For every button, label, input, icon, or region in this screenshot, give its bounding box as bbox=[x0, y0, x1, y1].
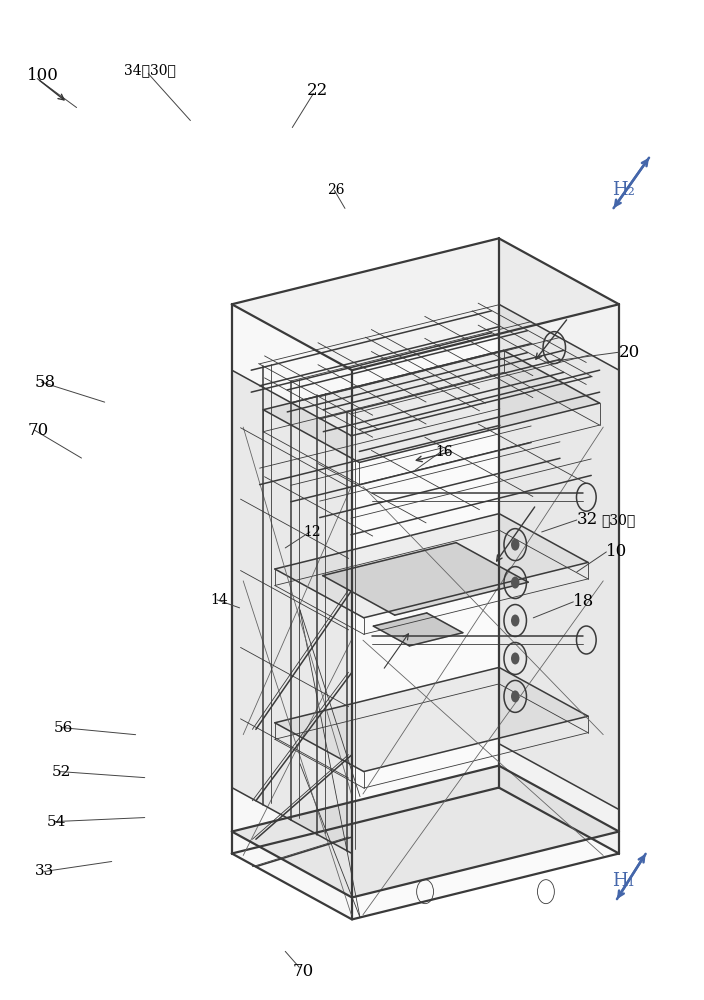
Text: 70: 70 bbox=[27, 422, 49, 439]
Circle shape bbox=[511, 690, 520, 702]
Polygon shape bbox=[322, 543, 528, 615]
Polygon shape bbox=[232, 370, 352, 854]
Polygon shape bbox=[232, 766, 619, 897]
Polygon shape bbox=[263, 350, 600, 462]
Polygon shape bbox=[352, 304, 619, 919]
Polygon shape bbox=[275, 514, 588, 618]
Text: 33: 33 bbox=[34, 864, 54, 878]
Text: 10: 10 bbox=[606, 543, 627, 560]
Text: 58: 58 bbox=[34, 374, 56, 391]
Text: 14: 14 bbox=[210, 593, 228, 607]
Text: H₁: H₁ bbox=[612, 872, 635, 890]
Text: 22: 22 bbox=[306, 82, 327, 99]
Circle shape bbox=[511, 577, 520, 589]
Polygon shape bbox=[232, 238, 619, 370]
Polygon shape bbox=[499, 238, 619, 854]
Text: 26: 26 bbox=[327, 183, 345, 197]
Text: 34（30）: 34（30） bbox=[124, 64, 175, 78]
Text: 54: 54 bbox=[46, 815, 65, 829]
Polygon shape bbox=[373, 613, 463, 646]
Circle shape bbox=[511, 615, 520, 627]
Text: 56: 56 bbox=[54, 721, 73, 735]
Polygon shape bbox=[499, 304, 619, 810]
Text: 32: 32 bbox=[577, 511, 598, 528]
Text: 52: 52 bbox=[51, 765, 70, 779]
Text: 20: 20 bbox=[619, 344, 640, 361]
Text: （30）: （30） bbox=[601, 513, 636, 527]
Text: 12: 12 bbox=[303, 525, 320, 539]
Text: 70: 70 bbox=[292, 963, 313, 980]
Circle shape bbox=[511, 652, 520, 664]
Polygon shape bbox=[275, 667, 588, 772]
Circle shape bbox=[511, 539, 520, 551]
Polygon shape bbox=[232, 304, 352, 919]
Text: H₂: H₂ bbox=[612, 181, 635, 199]
Text: 100: 100 bbox=[27, 67, 59, 84]
Text: 18: 18 bbox=[573, 593, 595, 610]
Text: 16: 16 bbox=[435, 445, 453, 459]
